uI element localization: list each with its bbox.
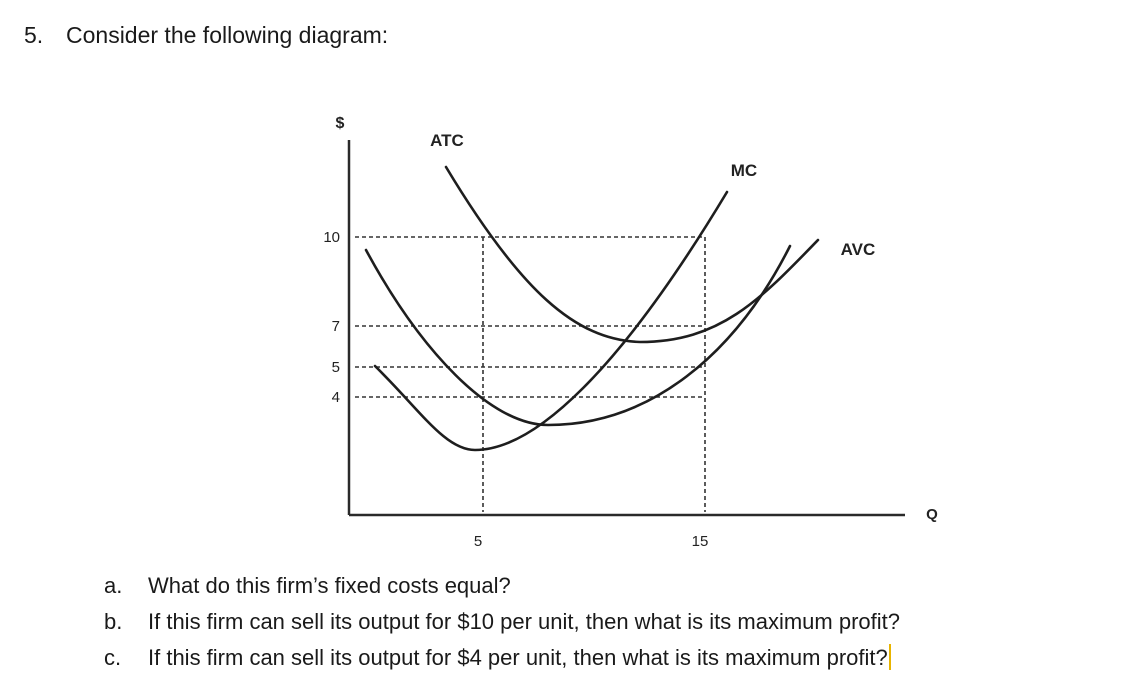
y-tick-7: 7 [332,318,340,335]
subquestion-list: a. What do this firm’s fixed costs equal?… [104,568,900,676]
cost-curves-diagram: $ Q 10 7 5 4 5 15 ATC MC AVC [323,115,938,550]
y-tick-5: 5 [332,359,340,376]
subquestion-b-marker: b. [104,609,123,634]
subquestion-c-marker: c. [104,645,122,670]
question-number: 5. [24,22,44,48]
mc-curve [373,190,729,452]
subquestion-a: a. What do this firm’s fixed costs equal? [104,568,900,604]
subquestion-a-text: What do this firm’s fixed costs equal? [148,573,511,598]
subquestion-c-text[interactable]: If this firm can sell its output for $4 … [148,645,888,670]
subquestion-b: b. If this firm can sell its output for $… [104,604,900,640]
question-heading: 5. Consider the following diagram: [24,22,388,49]
subquestion-b-text: If this firm can sell its output for $10… [148,609,900,634]
atc-label: ATC [430,131,464,150]
x-tick-5: 5 [474,533,482,550]
mc-label: MC [731,161,757,180]
avc-label: AVC [841,240,876,259]
y-tick-10: 10 [323,229,340,246]
avc-curve [364,244,792,427]
subquestion-c[interactable]: c. If this firm can sell its output for $… [104,640,900,676]
y-axis-label: $ [336,115,345,132]
subquestion-a-marker: a. [104,573,123,598]
y-tick-4: 4 [332,389,340,406]
x-tick-15: 15 [692,533,709,550]
question-prompt: Consider the following diagram: [66,22,389,48]
text-cursor [888,644,891,670]
atc-curve [444,165,820,344]
x-axis-label: Q [926,506,938,523]
